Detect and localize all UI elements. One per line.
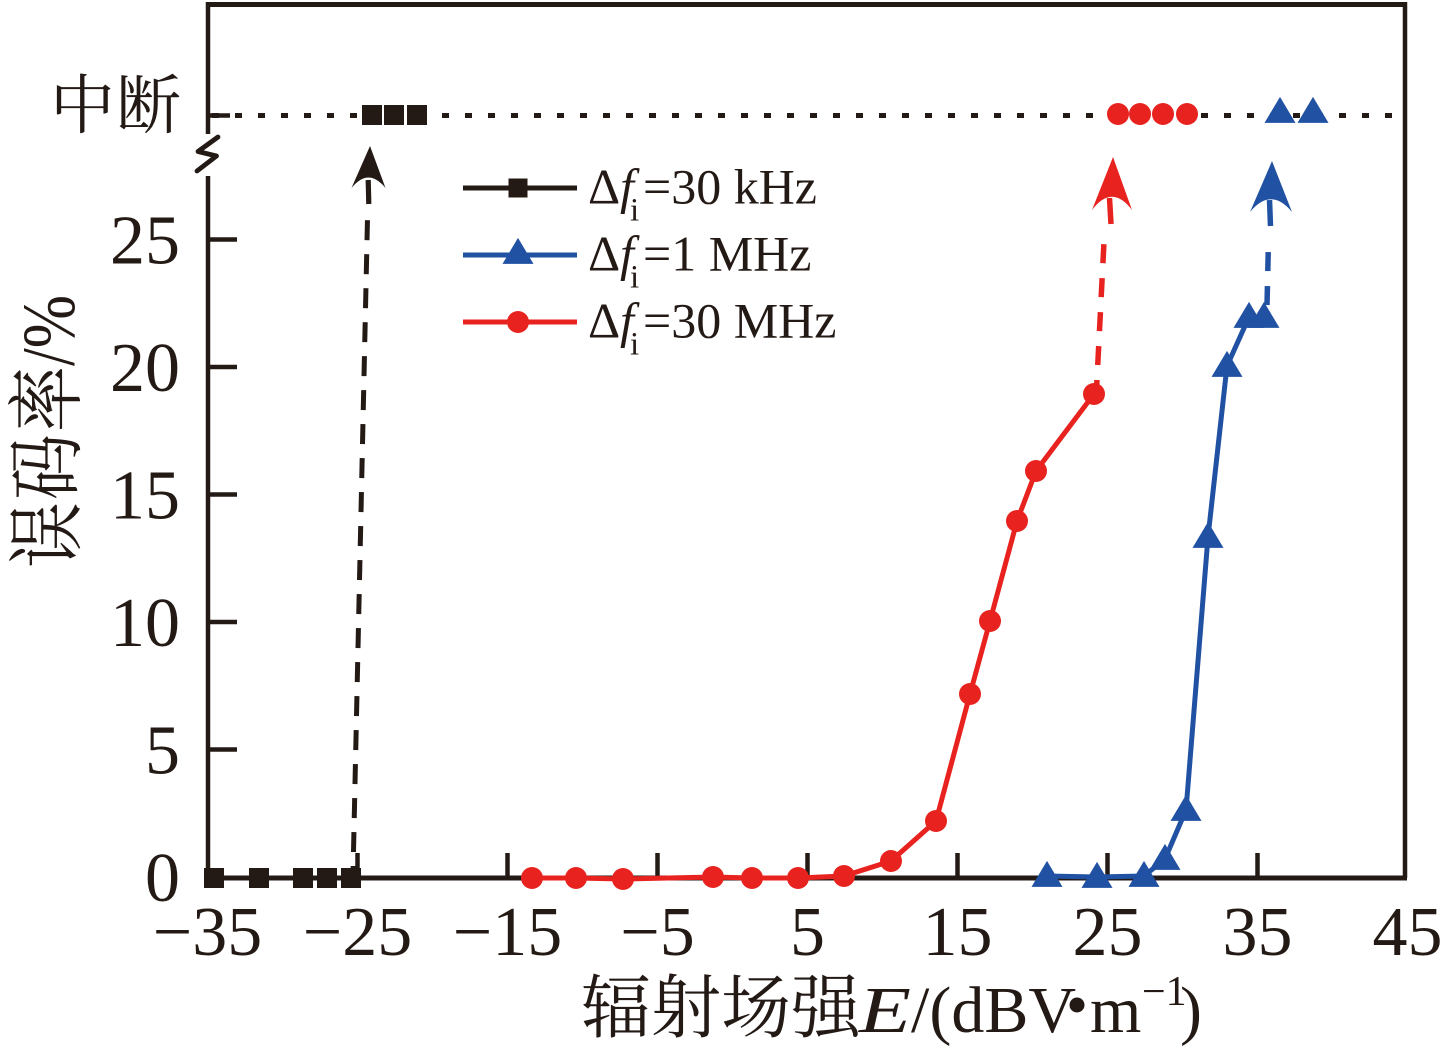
svg-text:=30 kHz: =30 kHz bbox=[643, 159, 817, 215]
svg-text:): ) bbox=[1180, 974, 1202, 1047]
svg-text:−35: −35 bbox=[153, 894, 262, 971]
svg-text:5: 5 bbox=[790, 894, 825, 971]
svg-text:/(dBV: /(dBV bbox=[911, 974, 1076, 1047]
svg-text:45: 45 bbox=[1373, 894, 1443, 971]
svg-text:25: 25 bbox=[1073, 894, 1143, 971]
svg-text:m: m bbox=[1090, 974, 1141, 1047]
svg-text:−5: −5 bbox=[620, 894, 694, 971]
svg-text:Δ: Δ bbox=[588, 293, 620, 349]
svg-text:35: 35 bbox=[1223, 894, 1293, 971]
svg-text:5: 5 bbox=[145, 713, 180, 790]
svg-text:i: i bbox=[630, 193, 639, 229]
svg-text:25: 25 bbox=[110, 203, 180, 280]
svg-text:−1: −1 bbox=[1142, 969, 1187, 1015]
svg-text:0: 0 bbox=[145, 840, 180, 917]
svg-text:Δ: Δ bbox=[588, 226, 620, 282]
svg-text:−25: −25 bbox=[303, 894, 412, 971]
svg-text:i: i bbox=[630, 260, 639, 296]
svg-text:15: 15 bbox=[110, 458, 180, 535]
svg-text:Δ: Δ bbox=[588, 159, 620, 215]
svg-text:−15: −15 bbox=[453, 894, 562, 971]
svg-text:=30 MHz: =30 MHz bbox=[643, 293, 836, 349]
svg-text:/%: /% bbox=[8, 295, 91, 366]
svg-text:i: i bbox=[630, 327, 639, 363]
svg-text:20: 20 bbox=[110, 330, 180, 407]
svg-text:10: 10 bbox=[110, 585, 180, 662]
svg-text:15: 15 bbox=[923, 894, 993, 971]
svg-text:E: E bbox=[858, 974, 911, 1047]
svg-text:=1 MHz: =1 MHz bbox=[643, 226, 811, 282]
